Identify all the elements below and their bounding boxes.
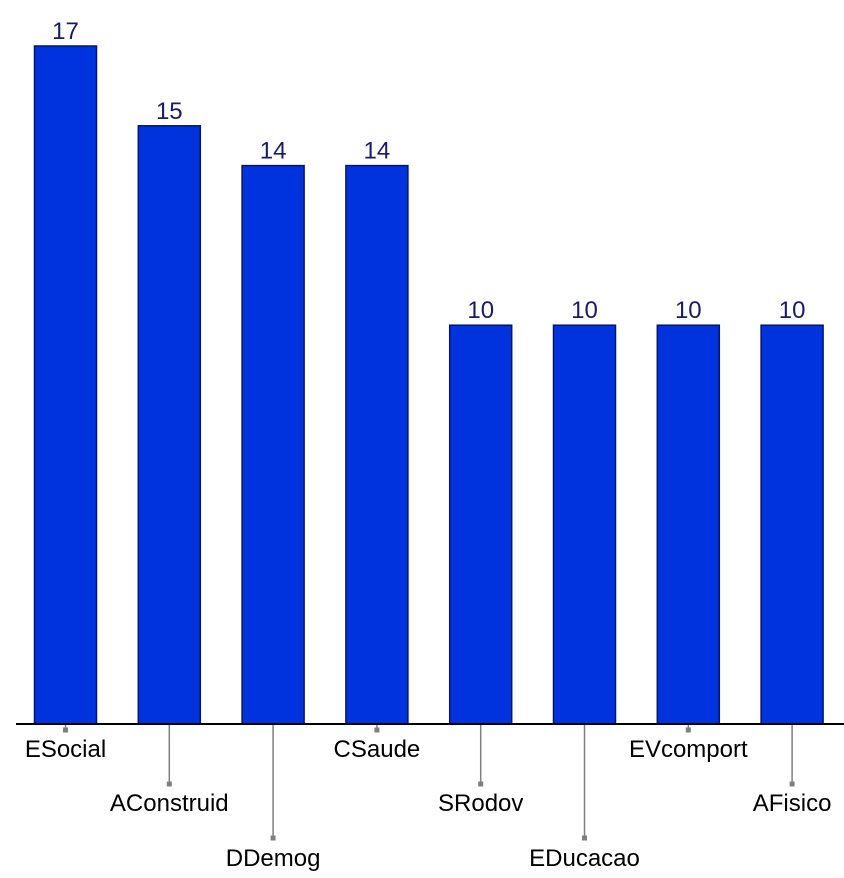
leader-dot-EVcomport bbox=[685, 727, 691, 733]
leader-dot-EDucacao bbox=[582, 835, 587, 841]
leader-dot-AFisico bbox=[789, 781, 795, 787]
category-label-CSaude: CSaude bbox=[334, 736, 421, 763]
category-label-AConstruid: AConstruid bbox=[110, 790, 229, 817]
category-label-AFisico: AFisico bbox=[753, 790, 832, 817]
category-label-EDucacao: EDucacao bbox=[529, 845, 640, 872]
value-label-SRodov: 10 bbox=[467, 297, 494, 324]
bar-CSaude bbox=[345, 164, 409, 725]
value-label-AConstruid: 15 bbox=[156, 98, 183, 125]
bar-EVcomport bbox=[656, 324, 721, 725]
leader-dot-ESocial bbox=[63, 727, 68, 733]
leader-dot-DDemog bbox=[270, 835, 276, 841]
value-label-EDucacao: 10 bbox=[571, 297, 598, 324]
value-label-ESocial: 17 bbox=[52, 18, 79, 45]
value-label-CSaude: 14 bbox=[364, 138, 391, 165]
value-label-EVcomport: 10 bbox=[675, 297, 702, 324]
leader-dot-CSaude bbox=[374, 727, 380, 733]
leader-dot-AConstruid bbox=[166, 781, 172, 787]
category-label-ESocial: ESocial bbox=[25, 736, 106, 763]
bar-SRodov bbox=[448, 324, 513, 725]
bar-EDucacao bbox=[552, 324, 617, 725]
bar-DDemog bbox=[241, 164, 305, 725]
value-labels-layer: 17 15 14 14 10 10 10 10 bbox=[52, 18, 805, 324]
leader-dot-SRodov bbox=[478, 781, 484, 787]
value-label-DDemog: 14 bbox=[260, 138, 287, 165]
bar-AConstruid bbox=[137, 125, 202, 725]
bar-ESocial bbox=[33, 45, 98, 725]
leader-lines-layer bbox=[63, 725, 795, 841]
bars-layer bbox=[33, 45, 824, 725]
value-label-AFisico: 10 bbox=[779, 297, 806, 324]
bar-AFisico bbox=[760, 324, 824, 725]
category-label-DDemog: DDemog bbox=[226, 845, 321, 872]
category-label-SRodov: SRodov bbox=[438, 790, 523, 817]
category-label-EVcomport: EVcomport bbox=[629, 736, 748, 763]
